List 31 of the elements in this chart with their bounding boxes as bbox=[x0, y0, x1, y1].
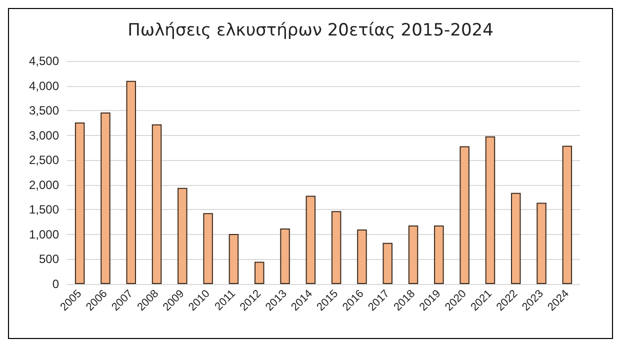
y-tick-label: 1,000 bbox=[28, 227, 60, 242]
chart-title: Πωλήσεις ελκυστήρων 20ετίας 2015-2024 bbox=[128, 20, 494, 40]
bar bbox=[152, 124, 162, 284]
y-tick-label: 2,000 bbox=[28, 178, 60, 192]
bar bbox=[254, 262, 264, 284]
bar bbox=[331, 211, 342, 284]
y-tick-label: 4,500 bbox=[28, 54, 60, 68]
y-tick-label: 500 bbox=[38, 252, 60, 266]
bar bbox=[382, 242, 392, 284]
y-tick-label: 0 bbox=[52, 277, 60, 291]
bar bbox=[228, 234, 239, 284]
bar bbox=[536, 202, 546, 284]
y-tick-label: 3,500 bbox=[28, 104, 60, 118]
bar bbox=[460, 146, 470, 284]
bar bbox=[74, 122, 85, 284]
bar bbox=[306, 196, 316, 284]
bar bbox=[408, 226, 418, 284]
y-tick-label: 2,500 bbox=[28, 153, 60, 168]
bar bbox=[434, 226, 444, 284]
bar bbox=[357, 229, 367, 284]
bar bbox=[280, 228, 290, 284]
bar bbox=[511, 192, 521, 284]
y-tick-label: 3,000 bbox=[28, 128, 60, 142]
bar bbox=[178, 188, 188, 284]
y-tick-label: 4,000 bbox=[28, 78, 60, 93]
bar bbox=[203, 213, 213, 284]
bar bbox=[126, 80, 136, 284]
bar bbox=[485, 136, 496, 284]
bar bbox=[562, 146, 572, 284]
y-tick-label: 1,500 bbox=[28, 202, 60, 217]
bar bbox=[100, 112, 110, 284]
